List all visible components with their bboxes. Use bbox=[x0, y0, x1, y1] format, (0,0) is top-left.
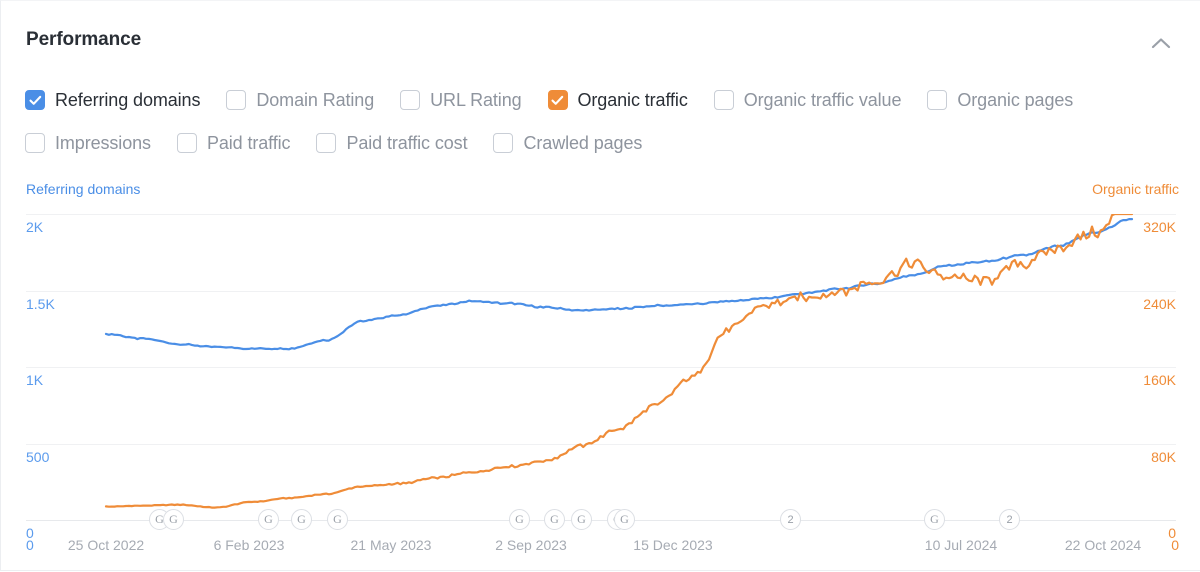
chevron-up-icon bbox=[1151, 38, 1171, 49]
metric-toggle-paid-traffic-cost[interactable]: Paid traffic cost bbox=[316, 132, 468, 154]
left-y-tick-label: 1K bbox=[26, 372, 44, 388]
metric-toggle-organic-pages[interactable]: Organic pages bbox=[927, 90, 1073, 111]
gridline bbox=[26, 291, 1176, 292]
x-axis-tick-label: 21 May 2023 bbox=[350, 537, 432, 553]
right-y-tick-label: 160K bbox=[1143, 372, 1176, 388]
gridline bbox=[26, 214, 1176, 215]
event-marker[interactable]: G bbox=[571, 509, 592, 530]
event-marker[interactable]: G bbox=[258, 509, 279, 530]
metric-row-1: Referring domains Domain Rating URL Rati… bbox=[25, 85, 1185, 115]
metric-row-2: Impressions Paid traffic Paid traffic co… bbox=[25, 128, 1185, 158]
checkbox-checked-icon[interactable] bbox=[547, 90, 568, 110]
checkbox-unchecked-icon[interactable] bbox=[226, 90, 247, 110]
event-marker[interactable]: G bbox=[291, 509, 312, 530]
metric-toggle-domain-rating[interactable]: Domain Rating bbox=[226, 90, 374, 111]
right-zero-label: 0 bbox=[1171, 537, 1179, 553]
x-axis-tick-label: 6 Feb 2023 bbox=[213, 537, 285, 553]
event-marker[interactable]: G bbox=[163, 509, 184, 530]
metric-toggle-organic-traffic-value[interactable]: Organic traffic value bbox=[713, 89, 902, 111]
metric-label: Organic pages bbox=[957, 89, 1074, 110]
checkbox-unchecked-icon[interactable] bbox=[400, 90, 421, 110]
checkbox-unchecked-icon[interactable] bbox=[713, 90, 734, 110]
metric-label: Organic traffic value bbox=[743, 89, 902, 110]
x-axis-tick-label: 10 Jul 2024 bbox=[924, 537, 998, 553]
checkbox-unchecked-icon[interactable] bbox=[176, 133, 197, 153]
series-line-organic-traffic bbox=[104, 214, 1134, 509]
axis-baseline bbox=[26, 520, 1176, 521]
left-y-tick-label: 1.5K bbox=[26, 296, 55, 312]
collapse-panel-button[interactable] bbox=[1141, 23, 1181, 63]
metric-label: Impressions bbox=[55, 132, 151, 153]
gridline bbox=[26, 444, 1176, 445]
left-y-tick-label: 500 bbox=[26, 449, 50, 465]
left-axis-title: Referring domains bbox=[26, 181, 141, 197]
performance-chart: Referring domains Organic traffic 0 0 500 8… bbox=[1, 169, 1200, 572]
right-y-tick-label: 320K bbox=[1143, 219, 1176, 235]
right-y-tick-label: 80K bbox=[1151, 449, 1176, 465]
x-axis-tick-label: 22 Oct 2024 bbox=[1064, 537, 1142, 553]
panel-header: Performance bbox=[1, 1, 1200, 67]
event-marker[interactable]: G bbox=[924, 509, 945, 530]
metric-label: Referring domains bbox=[55, 89, 201, 110]
left-y-tick-label: 2K bbox=[26, 219, 44, 235]
metric-toggle-referring-domains[interactable]: Referring domains bbox=[25, 90, 200, 111]
checkbox-unchecked-icon[interactable] bbox=[927, 90, 948, 110]
metric-toggle-organic-traffic[interactable]: Organic traffic bbox=[547, 89, 688, 111]
metric-label: Organic traffic bbox=[577, 89, 688, 110]
metric-label: Crawled pages bbox=[523, 132, 643, 153]
metric-toggle-group: Referring domains Domain Rating URL Rati… bbox=[25, 85, 1185, 171]
right-axis-title: Organic traffic bbox=[1092, 181, 1179, 197]
left-y-tick-label: 0 bbox=[26, 525, 34, 541]
metric-toggle-impressions[interactable]: Impressions bbox=[25, 133, 151, 154]
page-title: Performance bbox=[26, 29, 142, 50]
metric-label: Paid traffic bbox=[206, 132, 291, 153]
event-marker[interactable]: G bbox=[614, 509, 635, 530]
metric-label: URL Rating bbox=[430, 89, 522, 110]
gridline bbox=[26, 367, 1176, 368]
checkbox-unchecked-icon[interactable] bbox=[493, 133, 514, 153]
metric-label: Domain Rating bbox=[256, 89, 375, 110]
plot-area: 0 0 500 80K 1K 160K 1.5K 240K 2K 320K bbox=[26, 214, 1176, 541]
metric-toggle-crawled-pages[interactable]: Crawled pages bbox=[493, 133, 642, 154]
event-marker[interactable]: 2 bbox=[999, 509, 1020, 530]
event-marker[interactable]: G bbox=[544, 509, 565, 530]
x-axis-tick-label: 15 Dec 2023 bbox=[633, 537, 713, 553]
x-axis-tick-label: 2 Sep 2023 bbox=[495, 537, 567, 553]
x-axis-tick-label: 25 Oct 2022 bbox=[67, 537, 145, 553]
checkbox-unchecked-icon[interactable] bbox=[25, 133, 45, 153]
event-marker[interactable]: G bbox=[509, 509, 530, 530]
metric-label: Paid traffic cost bbox=[346, 132, 468, 153]
right-y-tick-label: 0 bbox=[1168, 525, 1176, 541]
series-lines bbox=[104, 214, 1134, 509]
event-marker[interactable]: G bbox=[327, 509, 348, 530]
checkbox-checked-icon[interactable] bbox=[25, 90, 45, 110]
checkbox-unchecked-icon[interactable] bbox=[316, 133, 337, 153]
event-marker[interactable]: 2 bbox=[780, 509, 801, 530]
metric-toggle-paid-traffic[interactable]: Paid traffic bbox=[176, 132, 291, 154]
left-zero-label: 0 bbox=[26, 537, 34, 553]
series-line-referring-domains bbox=[104, 217, 1134, 351]
metric-toggle-url-rating[interactable]: URL Rating bbox=[400, 89, 522, 111]
right-y-tick-label: 240K bbox=[1143, 296, 1176, 312]
